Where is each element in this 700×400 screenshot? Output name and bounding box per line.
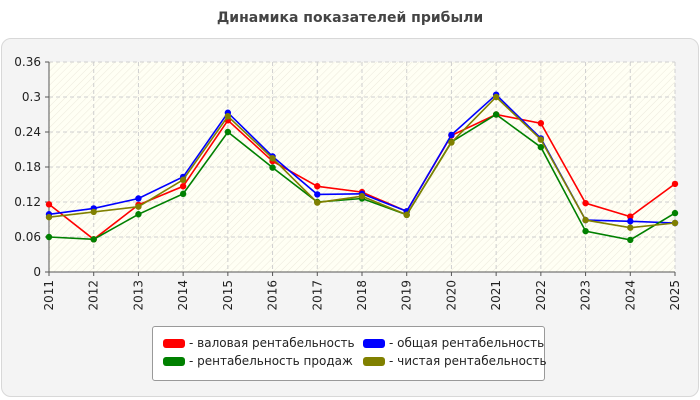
y-tick-label: 0 xyxy=(33,265,41,279)
data-point xyxy=(582,216,589,224)
legend-swatch xyxy=(363,338,385,348)
data-point xyxy=(492,93,500,101)
data-point xyxy=(179,176,187,184)
x-tick-label: 2011 xyxy=(42,280,56,311)
legend-label: - рентабельность продаж xyxy=(189,354,353,368)
y-tick-label: 0.18 xyxy=(14,160,41,174)
data-point xyxy=(314,199,321,206)
legend-item: - валовая рентабельность xyxy=(163,335,355,351)
data-point xyxy=(45,233,53,241)
data-point xyxy=(224,113,232,120)
data-point xyxy=(179,190,187,198)
x-tick-label: 2016 xyxy=(266,280,280,311)
legend-item: - чистая рентабельность xyxy=(363,353,547,369)
x-tick-label: 2019 xyxy=(400,280,414,311)
data-point xyxy=(627,236,634,244)
legend-item: - рентабельность продаж xyxy=(163,353,353,369)
data-point xyxy=(45,201,53,208)
data-point xyxy=(314,191,321,198)
y-tick-label: 0.24 xyxy=(14,125,41,139)
data-point xyxy=(45,213,53,221)
y-tick-label: 0.3 xyxy=(22,90,41,104)
data-point xyxy=(448,131,455,139)
data-point xyxy=(537,120,545,127)
x-tick-label: 2022 xyxy=(534,280,548,311)
data-point xyxy=(627,224,634,231)
data-point xyxy=(90,208,97,216)
legend-label: - валовая рентабельность xyxy=(189,336,355,350)
data-point xyxy=(448,139,455,146)
x-tick-label: 2024 xyxy=(623,280,637,311)
data-point xyxy=(627,213,634,220)
y-tick-label: 0.12 xyxy=(14,195,41,209)
data-point xyxy=(224,128,232,136)
data-point xyxy=(492,111,500,118)
chart-legend: - валовая рентабельность - общая рентабел… xyxy=(152,326,547,381)
data-point xyxy=(582,227,589,235)
x-tick-label: 2021 xyxy=(489,280,503,311)
data-point xyxy=(269,164,276,171)
data-point xyxy=(671,180,679,188)
y-tick-label: 0.06 xyxy=(14,230,41,244)
x-tick-label: 2018 xyxy=(355,280,369,311)
y-tick-label: 0.36 xyxy=(14,55,41,69)
x-tick-label: 2017 xyxy=(310,280,324,311)
x-tick-label: 2020 xyxy=(444,280,458,311)
data-point xyxy=(135,203,142,210)
x-tick-label: 2023 xyxy=(579,280,593,311)
data-point xyxy=(537,136,545,143)
data-point xyxy=(135,211,142,218)
data-point xyxy=(582,199,589,207)
data-point xyxy=(671,209,679,217)
data-point xyxy=(403,211,410,219)
data-point xyxy=(179,183,187,190)
x-tick-label: 2025 xyxy=(668,280,682,311)
data-point xyxy=(358,192,366,200)
data-point xyxy=(671,219,679,227)
x-tick-label: 2014 xyxy=(176,280,190,311)
data-point xyxy=(314,183,321,190)
legend-label: - чистая рентабельность xyxy=(389,354,547,368)
x-tick-label: 2012 xyxy=(87,280,101,311)
data-point xyxy=(135,195,142,202)
legend-item: - общая рентабельность xyxy=(363,335,544,351)
x-tick-label: 2015 xyxy=(221,280,235,311)
data-point xyxy=(269,155,276,162)
x-tick-label: 2013 xyxy=(131,280,145,311)
legend-label: - общая рентабельность xyxy=(389,336,545,350)
data-point xyxy=(90,236,97,243)
legend-swatch xyxy=(163,356,185,366)
legend-swatch xyxy=(163,338,185,348)
legend-swatch xyxy=(363,356,385,366)
chart-title: Динамика показателей прибыли xyxy=(216,10,484,26)
data-point xyxy=(537,143,545,151)
data-point xyxy=(627,218,634,225)
